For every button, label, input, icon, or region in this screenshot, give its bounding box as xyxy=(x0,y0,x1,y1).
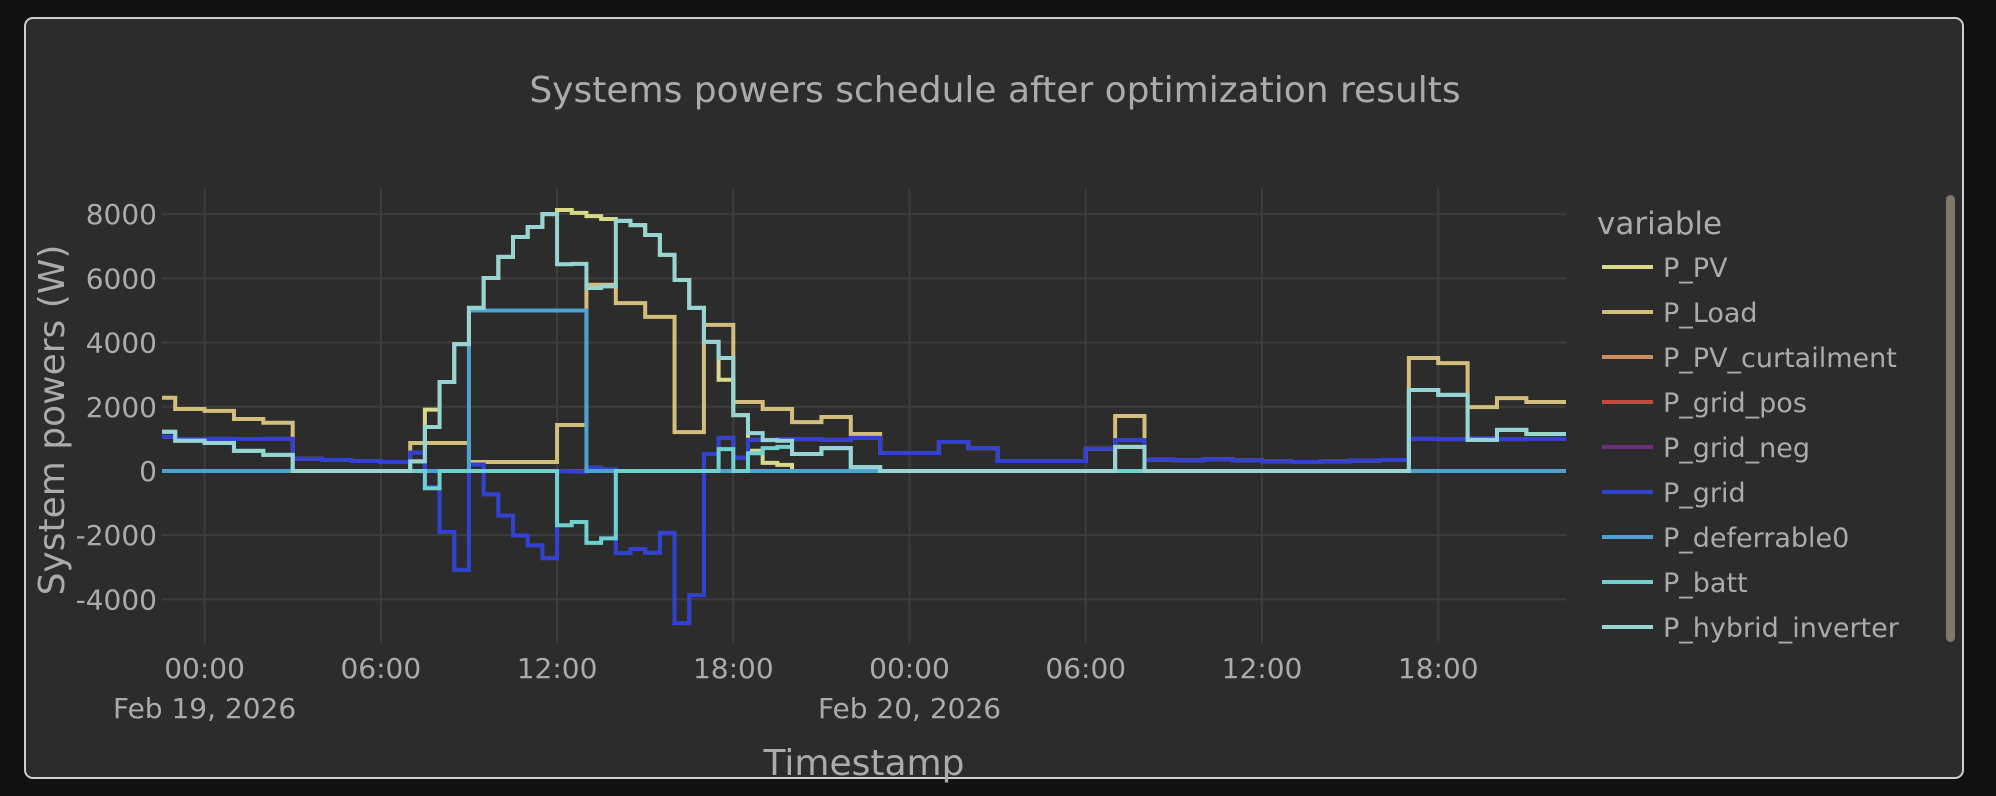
trace-p-deferrable0 xyxy=(162,308,1566,473)
x-tick-label: 12:00 xyxy=(517,652,598,685)
legend-label: P_PV_curtailment xyxy=(1663,343,1897,374)
legend-item-p-grid-neg[interactable]: P_grid_neg xyxy=(1602,433,1810,464)
legend-label: P_grid_pos xyxy=(1663,388,1807,419)
trace-p-pv xyxy=(162,207,1566,473)
legend-label: P_PV xyxy=(1663,253,1728,284)
x-tick-date-label: Feb 20, 2026 xyxy=(818,692,1001,725)
y-tick-label: 4000 xyxy=(86,327,157,360)
legend-item-p-batt[interactable]: P_batt xyxy=(1602,568,1748,599)
legend-item-p-grid[interactable]: P_grid xyxy=(1602,478,1746,509)
y-tick-label: -2000 xyxy=(76,519,157,552)
chart-title: Systems powers schedule after optimizati… xyxy=(529,70,1460,111)
legend-item-p-grid-pos[interactable]: P_grid_pos xyxy=(1602,388,1807,419)
trace-p-hybrid-inverter xyxy=(162,212,1566,473)
legend-item-p-load[interactable]: P_Load xyxy=(1602,298,1758,329)
x-axis-ticks: 00:00 Feb 19, 2026 06:00 12:00 18:00 00:00 Feb… xyxy=(113,652,1479,725)
x-tick-label: 00:00 xyxy=(869,652,950,685)
legend-label: P_deferrable0 xyxy=(1663,523,1849,554)
x-tick-label: 06:00 xyxy=(1045,652,1126,685)
legend-scrollbar[interactable] xyxy=(1946,195,1955,642)
y-tick-label: 2000 xyxy=(86,391,157,424)
x-tick-label: 06:00 xyxy=(340,652,421,685)
x-tick-label: 18:00 xyxy=(1398,652,1479,685)
plot-area[interactable] xyxy=(161,207,1571,626)
trace-p-grid xyxy=(162,434,1566,626)
y-axis-title: System powers (W) xyxy=(32,245,73,596)
y-tick-label: -4000 xyxy=(76,583,157,616)
legend-title: variable xyxy=(1597,206,1722,242)
legend-label: P_Load xyxy=(1663,298,1758,329)
legend-item-p-hybrid-inverter[interactable]: P_hybrid_inverter xyxy=(1602,613,1900,644)
gridlines xyxy=(162,188,1566,643)
legend: variable P_PV P_Load P_PV_curtailment P_gri… xyxy=(1597,206,1900,644)
legend-label: P_grid_neg xyxy=(1663,433,1810,464)
legend-label: P_hybrid_inverter xyxy=(1663,613,1900,644)
y-tick-label: 0 xyxy=(139,455,157,488)
x-tick-label: 12:00 xyxy=(1222,652,1303,685)
y-axis-ticks: -4000 -2000 0 2000 4000 6000 8000 xyxy=(76,198,157,616)
legend-label: P_batt xyxy=(1663,568,1748,599)
x-tick-label: 18:00 xyxy=(693,652,774,685)
x-tick-date-label: Feb 19, 2026 xyxy=(113,692,296,725)
legend-item-p-pv[interactable]: P_PV xyxy=(1602,253,1728,284)
y-tick-label: 8000 xyxy=(86,198,157,231)
legend-label: P_grid xyxy=(1663,478,1746,509)
x-tick-label: 00:00 xyxy=(164,652,245,685)
x-axis-title: Timestamp xyxy=(763,743,965,784)
chart-card xyxy=(24,17,1964,779)
y-tick-label: 6000 xyxy=(86,262,157,295)
trace-p-load xyxy=(162,282,1566,464)
legend-item-p-deferrable0[interactable]: P_deferrable0 xyxy=(1602,523,1849,554)
legend-item-p-pv-curtailment[interactable]: P_PV_curtailment xyxy=(1602,343,1897,374)
